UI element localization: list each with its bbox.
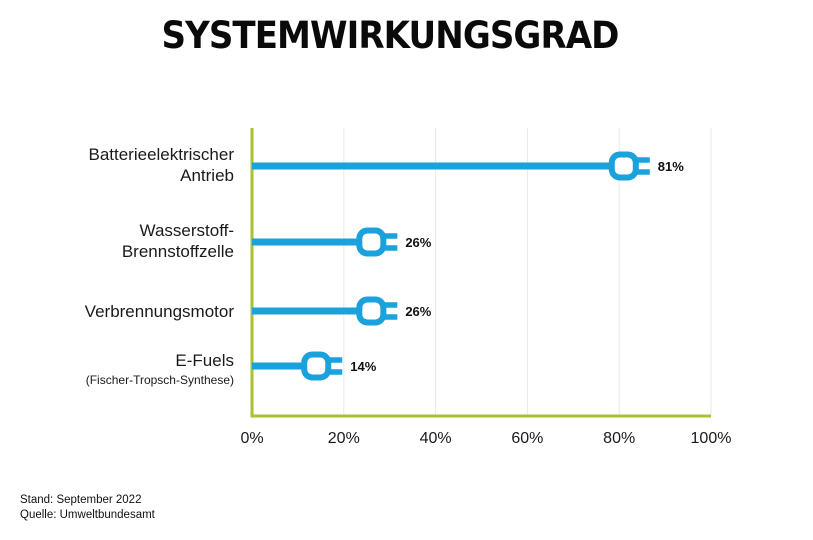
value-label-3: 14% xyxy=(350,359,376,374)
x-tick-label-40: 40% xyxy=(420,430,452,447)
plug-icon xyxy=(356,296,387,326)
footer-source: Quelle: Umweltbundesamt xyxy=(20,509,155,521)
chart-footer: Stand: September 2022 Quelle: Umweltbund… xyxy=(20,493,155,523)
x-tick-label-20: 20% xyxy=(328,430,360,447)
category-sublabel-3: (Fischer-Tropsch-Synthese) xyxy=(86,373,234,387)
x-tick-label-0: 0% xyxy=(240,430,263,447)
plug-icon xyxy=(356,227,387,257)
chart-title: SYSTEMWIRKUNGSGRAD xyxy=(161,14,619,57)
category-label-3-0: E-Fuels xyxy=(175,351,234,370)
plug-icon xyxy=(301,351,332,381)
x-tick-label-100: 100% xyxy=(691,430,732,447)
plug-icon xyxy=(608,151,639,181)
category-label-0-0: Batterieelektrischer xyxy=(88,145,234,164)
value-label-2: 26% xyxy=(405,304,431,319)
category-label-1-0: Wasserstoff- xyxy=(140,221,234,240)
footer-stand: Stand: September 2022 xyxy=(20,494,142,506)
x-tick-label-80: 80% xyxy=(603,430,635,447)
category-label-1-1: Brennstoffzelle xyxy=(122,242,234,261)
value-label-0: 81% xyxy=(658,159,684,174)
value-label-1: 26% xyxy=(405,235,431,250)
x-tick-label-60: 60% xyxy=(511,430,543,447)
category-label-2-0: Verbrennungsmotor xyxy=(85,302,235,321)
category-label-0-1: Antrieb xyxy=(180,166,234,185)
